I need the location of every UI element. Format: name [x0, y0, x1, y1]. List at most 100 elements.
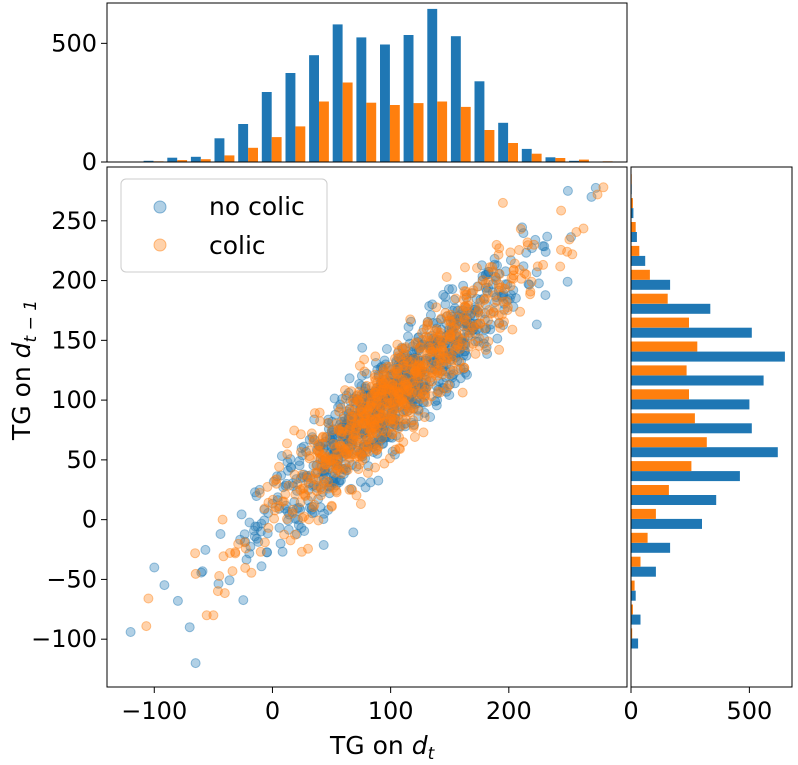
point-no-colic: [287, 506, 298, 517]
point-colic: [473, 303, 484, 314]
top-bar-colic: [413, 103, 424, 162]
point-no-colic: [339, 411, 350, 422]
point-no-colic: [410, 399, 421, 410]
point-no-colic: [392, 393, 403, 404]
point-no-colic: [499, 298, 509, 309]
point-no-colic: [483, 269, 493, 280]
point-no-colic: [250, 487, 260, 498]
point-colic: [461, 315, 472, 326]
point-no-colic: [368, 437, 379, 448]
point-no-colic: [429, 356, 440, 367]
point-no-colic: [366, 404, 377, 415]
point-colic: [387, 382, 398, 393]
point-no-colic: [435, 338, 446, 349]
point-no-colic: [402, 350, 413, 360]
point-no-colic: [386, 409, 397, 420]
point-no-colic: [374, 394, 385, 405]
point-colic: [303, 543, 313, 554]
point-colic: [416, 361, 427, 372]
point-colic: [555, 261, 566, 272]
point-no-colic: [430, 396, 441, 407]
point-no-colic: [360, 431, 371, 442]
point-no-colic: [489, 297, 500, 308]
point-colic: [365, 410, 376, 421]
top-bar-no-colic: [450, 36, 461, 163]
point-no-colic: [386, 407, 397, 418]
point-colic: [450, 321, 461, 332]
point-no-colic: [401, 360, 411, 370]
point-colic: [332, 449, 343, 460]
point-colic: [323, 483, 334, 494]
point-no-colic: [410, 353, 421, 363]
point-no-colic: [478, 293, 489, 304]
point-colic: [327, 438, 338, 449]
point-no-colic: [327, 467, 338, 478]
point-no-colic: [432, 366, 443, 377]
point-no-colic: [364, 416, 375, 427]
point-colic: [387, 421, 398, 432]
point-no-colic: [338, 437, 349, 448]
point-no-colic: [367, 390, 378, 401]
point-no-colic: [388, 403, 399, 414]
top-bar-no-colic: [569, 160, 579, 162]
point-no-colic: [332, 431, 343, 442]
point-no-colic: [383, 376, 394, 387]
point-no-colic: [375, 420, 386, 431]
point-no-colic: [533, 278, 544, 289]
point-no-colic: [332, 459, 343, 470]
point-colic: [350, 407, 361, 418]
point-colic: [492, 295, 503, 306]
point-no-colic: [586, 191, 597, 202]
point-no-colic: [398, 406, 408, 416]
point-no-colic: [424, 376, 435, 387]
point-no-colic: [381, 432, 392, 443]
point-colic: [259, 503, 270, 514]
point-colic: [392, 339, 403, 350]
point-no-colic: [274, 503, 285, 514]
point-no-colic: [379, 355, 390, 366]
point-no-colic: [398, 393, 409, 404]
point-colic: [317, 450, 328, 461]
point-colic: [370, 375, 381, 386]
point-no-colic: [351, 461, 362, 472]
point-no-colic: [326, 480, 337, 491]
point-colic: [348, 397, 359, 408]
point-colic: [346, 419, 357, 430]
point-colic: [556, 244, 566, 255]
point-colic: [436, 356, 447, 367]
point-colic: [567, 249, 578, 260]
point-colic: [354, 441, 365, 452]
point-no-colic: [297, 472, 308, 483]
point-no-colic: [379, 397, 390, 408]
x-tick-label: 200: [486, 697, 532, 725]
point-colic: [303, 471, 314, 481]
point-no-colic: [404, 371, 414, 382]
point-colic: [263, 497, 274, 508]
point-no-colic: [268, 476, 279, 487]
point-colic: [370, 422, 381, 433]
point-colic: [444, 329, 455, 339]
point-colic: [400, 343, 411, 354]
point-colic: [459, 362, 470, 373]
top-bar-no-colic: [190, 156, 201, 162]
point-colic: [391, 388, 402, 398]
point-colic: [475, 297, 485, 308]
point-no-colic: [427, 340, 437, 351]
point-colic: [463, 296, 474, 307]
point-colic: [445, 331, 456, 342]
point-colic: [304, 451, 315, 462]
point-colic: [400, 342, 411, 353]
point-no-colic: [329, 447, 340, 458]
point-no-colic: [481, 323, 492, 334]
point-no-colic: [311, 459, 322, 470]
point-colic: [285, 535, 296, 546]
point-no-colic: [430, 334, 441, 345]
point-no-colic: [401, 371, 412, 382]
right-bar-no-colic: [631, 399, 750, 410]
point-colic: [313, 453, 324, 464]
point-no-colic: [315, 441, 326, 452]
point-colic: [459, 290, 470, 301]
point-colic: [392, 396, 403, 407]
